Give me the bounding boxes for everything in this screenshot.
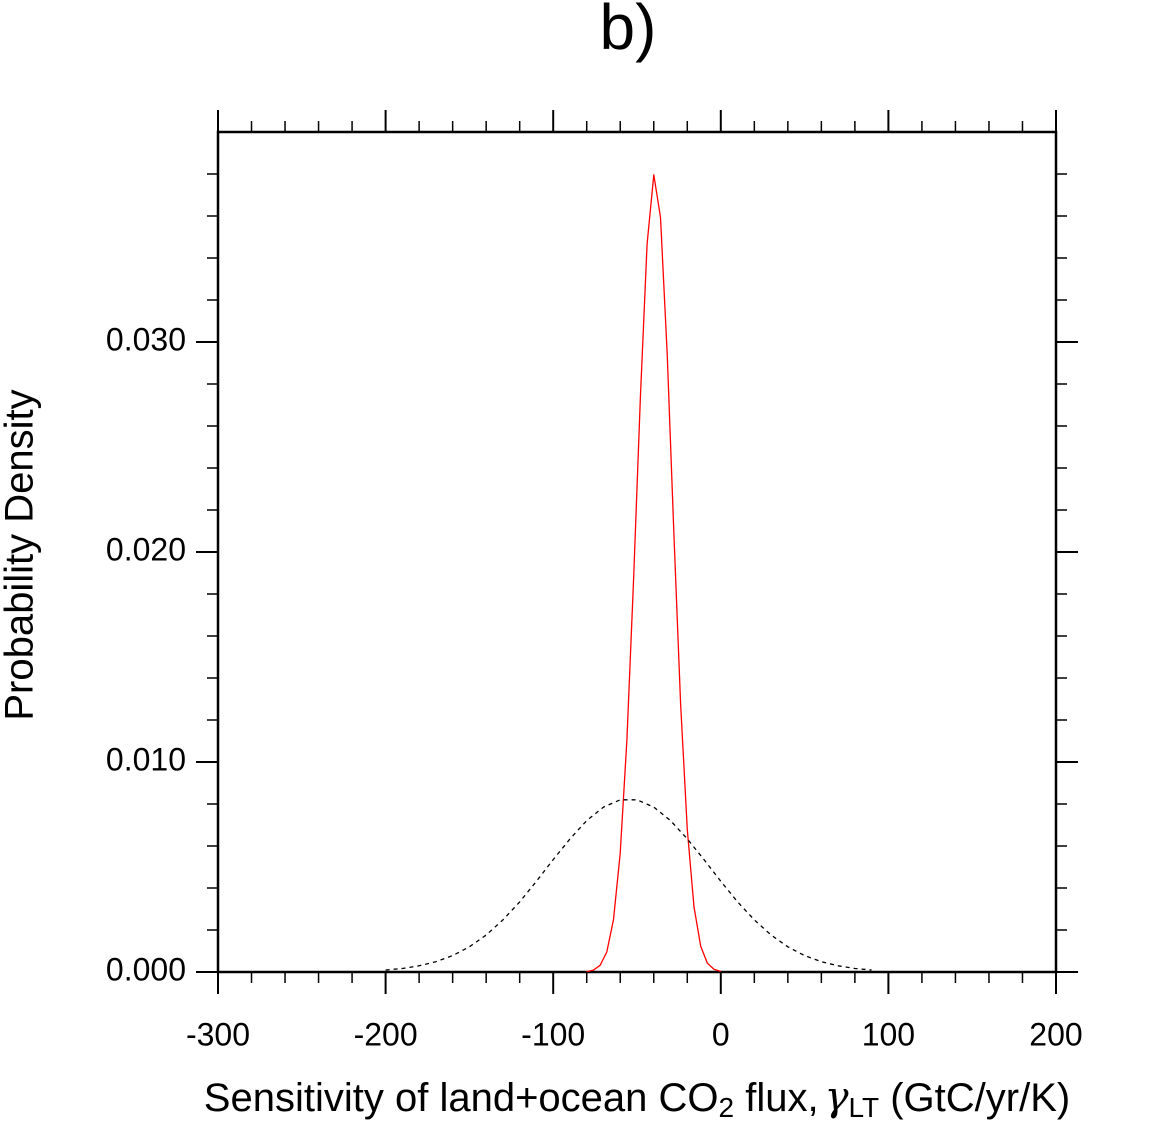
x-tick-label: -200 (354, 1016, 418, 1052)
x-axis-label-subscript: LT (849, 1092, 880, 1123)
curve (586, 174, 721, 973)
y-tick-label: 0.000 (106, 951, 186, 987)
x-axis-label-part: (GtC/yr/K) (879, 1076, 1070, 1120)
x-axis-label-part: flux, (734, 1076, 818, 1120)
x-tick-label: -100 (521, 1016, 585, 1052)
plot-frame (216, 130, 1058, 974)
y-tick-label: 0.030 (106, 321, 186, 357)
x-axis-label: Sensitivity of land+ocean CO2 flux, γLT (… (204, 1074, 1070, 1123)
y-axis-label: Probability Density (0, 389, 42, 720)
chart-title: b) (600, 0, 657, 63)
x-axis-label-subscript: 2 (719, 1092, 735, 1123)
x-axis-label-part: Sensitivity of land+ocean CO (204, 1076, 719, 1120)
x-tick-label: 0 (712, 1016, 730, 1052)
x-tick-label: 100 (862, 1016, 915, 1052)
y-tick-label: 0.020 (106, 531, 186, 567)
x-tick-label: 200 (1029, 1016, 1082, 1052)
x-tick-label: -300 (186, 1016, 250, 1052)
curve (385, 799, 872, 971)
y-tick-label: 0.010 (106, 741, 186, 777)
x-axis-label-part: γ (825, 1074, 849, 1120)
